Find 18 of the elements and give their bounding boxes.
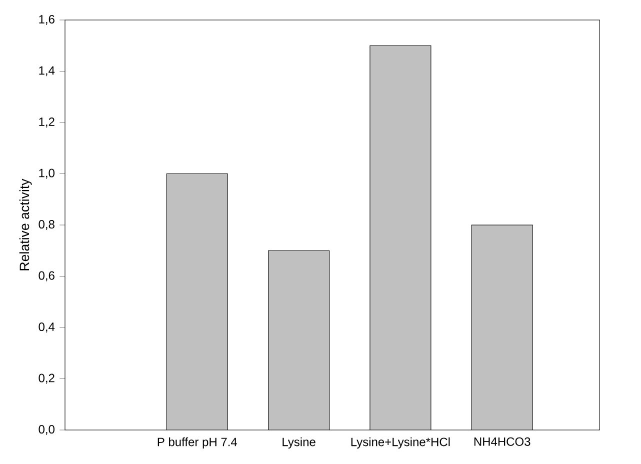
y-tick-label: 0,4 xyxy=(38,322,55,332)
y-tick-label: 1,6 xyxy=(39,15,54,25)
y-tick-label: 0,8 xyxy=(38,220,54,230)
y-tick-label: 1,0 xyxy=(39,168,54,179)
y-tick-label: 1,2 xyxy=(39,118,54,128)
bar xyxy=(166,173,228,430)
bar xyxy=(268,250,330,430)
x-tick-label: Lysine xyxy=(282,437,316,449)
x-tick-label: Lysine+Lysine*HCl xyxy=(351,437,450,449)
y-tick-label: 0,2 xyxy=(38,374,54,384)
y-tick-label: 1,4 xyxy=(39,66,55,76)
y-tick-label: 0,0 xyxy=(38,425,54,435)
bar xyxy=(471,224,533,430)
x-tick-label: NH4HCO3 xyxy=(474,437,530,446)
y-axis-title: Relative activity xyxy=(19,178,32,270)
bar xyxy=(370,45,432,430)
y-tick-label: 0,6 xyxy=(38,271,54,282)
x-tick-label: P buffer pH 7.4 xyxy=(158,437,238,449)
